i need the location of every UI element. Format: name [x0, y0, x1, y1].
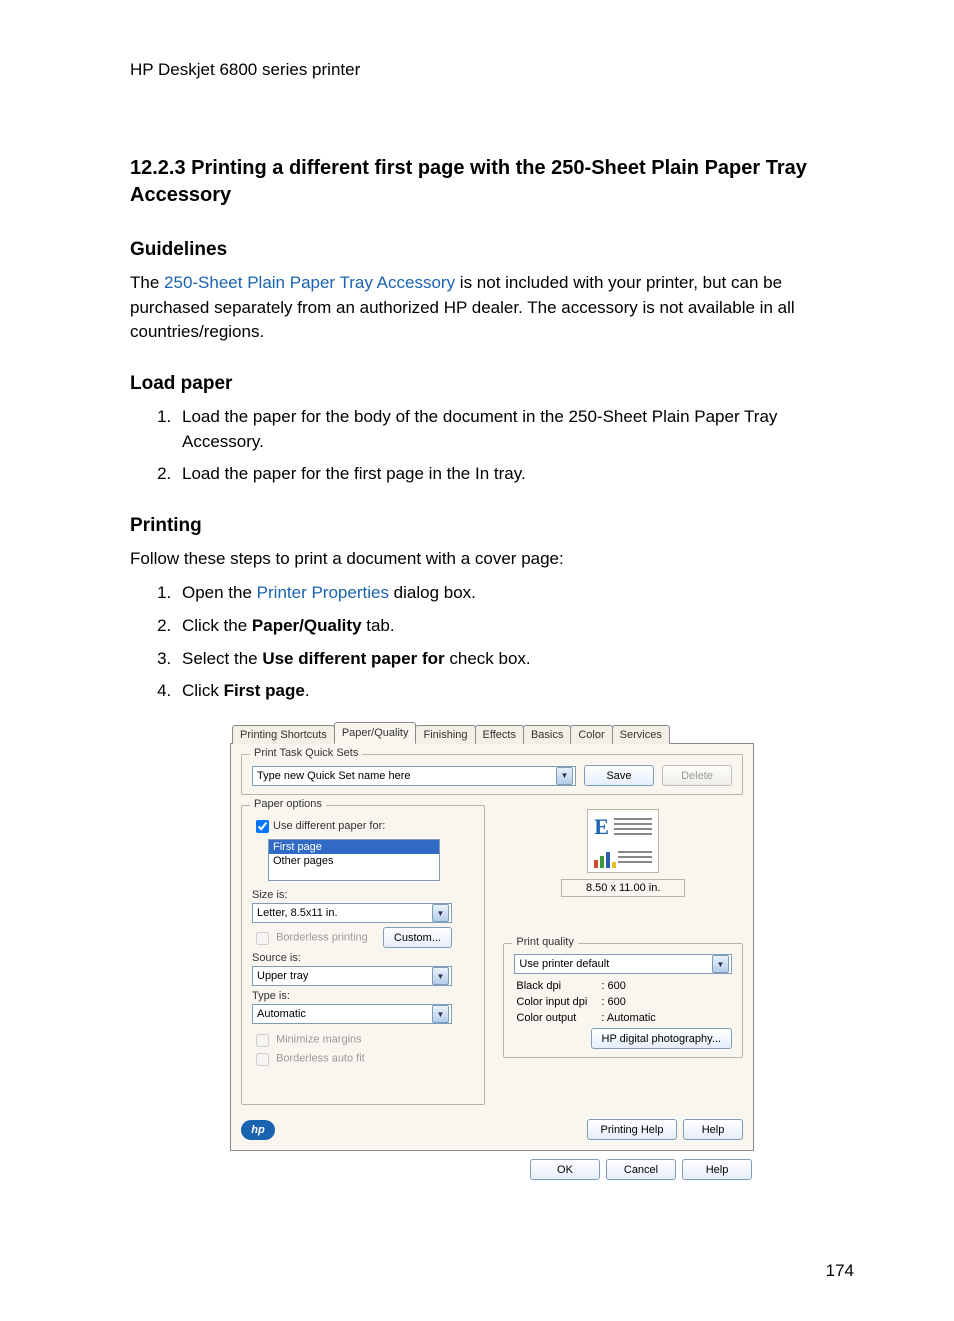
- hp-digital-photography-button[interactable]: HP digital photography...: [591, 1028, 732, 1049]
- list-option-other-pages[interactable]: Other pages: [269, 854, 439, 868]
- bold-text: Paper/Quality: [252, 616, 362, 635]
- bold-text: First page: [224, 681, 305, 700]
- tab-basics[interactable]: Basics: [523, 725, 571, 744]
- print-quality-group: Print quality Use printer default ▼ Blac…: [503, 943, 743, 1058]
- source-combo[interactable]: Upper tray ▼: [252, 966, 452, 986]
- source-label: Source is:: [252, 952, 474, 964]
- black-dpi-value: : 600: [601, 980, 625, 992]
- list-item: Click First page.: [176, 679, 854, 704]
- quickset-name-value: Type new Quick Set name here: [257, 770, 410, 782]
- tab-color[interactable]: Color: [570, 725, 612, 744]
- borderless-checkbox: [256, 932, 269, 945]
- chevron-down-icon: ▼: [556, 767, 573, 785]
- text: The: [130, 273, 164, 292]
- text: Select the: [182, 649, 262, 668]
- help-button[interactable]: Help: [683, 1119, 743, 1140]
- text: Click the: [182, 616, 252, 635]
- chevron-down-icon: ▼: [712, 955, 729, 973]
- list-item: Open the Printer Properties dialog box.: [176, 581, 854, 606]
- printer-properties-dialog: Printing Shortcuts Paper/Quality Finishi…: [230, 722, 754, 1180]
- text: check box.: [445, 649, 531, 668]
- preview-size-caption: 8.50 x 11.00 in.: [561, 879, 685, 897]
- size-combo[interactable]: Letter, 8.5x11 in. ▼: [252, 903, 452, 923]
- list-item: Click the Paper/Quality tab.: [176, 614, 854, 639]
- guidelines-paragraph: The 250-Sheet Plain Paper Tray Accessory…: [130, 271, 854, 345]
- text: .: [305, 681, 310, 700]
- color-output-value: : Automatic: [601, 1012, 655, 1024]
- ok-button[interactable]: OK: [530, 1159, 600, 1180]
- print-quality-value: Use printer default: [519, 958, 609, 970]
- type-value: Automatic: [257, 1008, 306, 1020]
- tab-finishing[interactable]: Finishing: [415, 725, 475, 744]
- borderless-auto-label: Borderless auto fit: [276, 1052, 365, 1064]
- save-button[interactable]: Save: [584, 765, 654, 786]
- chevron-down-icon: ▼: [432, 967, 449, 985]
- use-different-paper-label: Use different paper for:: [273, 820, 385, 832]
- source-value: Upper tray: [257, 970, 308, 982]
- text: tab.: [362, 616, 395, 635]
- tab-strip: Printing Shortcuts Paper/Quality Finishi…: [230, 722, 754, 744]
- color-input-dpi-label: Color input dpi: [516, 996, 601, 1008]
- printing-steps: Open the Printer Properties dialog box. …: [130, 581, 854, 704]
- printing-heading: Printing: [130, 515, 854, 537]
- page-preview-icon: E: [587, 809, 659, 873]
- dialog-button-row: OK Cancel Help: [230, 1159, 754, 1180]
- page-header: HP Deskjet 6800 series printer: [130, 60, 854, 80]
- size-label: Size is:: [252, 889, 474, 901]
- type-combo[interactable]: Automatic ▼: [252, 1004, 452, 1024]
- chevron-down-icon: ▼: [432, 904, 449, 922]
- paper-options-group: Paper options Use different paper for: F…: [241, 805, 485, 1105]
- print-quality-legend: Print quality: [512, 936, 577, 948]
- printing-help-button[interactable]: Printing Help: [587, 1119, 677, 1140]
- paper-options-legend: Paper options: [250, 798, 326, 810]
- tab-paper-quality[interactable]: Paper/Quality: [334, 722, 417, 744]
- accessory-link[interactable]: 250-Sheet Plain Paper Tray Accessory: [164, 273, 455, 292]
- black-dpi-label: Black dpi: [516, 980, 601, 992]
- page-number: 174: [826, 1261, 854, 1281]
- section-title: 12.2.3 Printing a different first page w…: [130, 155, 854, 209]
- quicksets-group: Print Task Quick Sets Type new Quick Set…: [241, 754, 743, 795]
- page-selection-listbox[interactable]: First page Other pages: [268, 839, 440, 881]
- load-paper-steps: Load the paper for the body of the docum…: [130, 405, 854, 487]
- printing-intro: Follow these steps to print a document w…: [130, 547, 854, 572]
- borderless-auto-checkbox: [256, 1053, 269, 1066]
- use-different-paper-row: Use different paper for:: [252, 816, 474, 835]
- list-item: Load the paper for the body of the docum…: [176, 405, 854, 454]
- text: dialog box.: [389, 583, 476, 602]
- document-page: HP Deskjet 6800 series printer 12.2.3 Pr…: [0, 0, 954, 1321]
- text: Open the: [182, 583, 257, 602]
- minimize-margins-label: Minimize margins: [276, 1033, 362, 1045]
- hp-logo-icon: hp: [241, 1120, 275, 1140]
- color-input-dpi-value: : 600: [601, 996, 625, 1008]
- quicksets-legend: Print Task Quick Sets: [250, 747, 362, 759]
- list-option-first-page[interactable]: First page: [269, 840, 439, 854]
- quickset-name-combo[interactable]: Type new Quick Set name here ▼: [252, 766, 576, 786]
- delete-button: Delete: [662, 765, 732, 786]
- printer-properties-link[interactable]: Printer Properties: [257, 583, 389, 602]
- borderless-label: Borderless printing: [276, 931, 368, 943]
- list-item: Select the Use different paper for check…: [176, 647, 854, 672]
- size-value: Letter, 8.5x11 in.: [257, 907, 338, 919]
- list-item: Load the paper for the first page in the…: [176, 462, 854, 487]
- guidelines-heading: Guidelines: [130, 239, 854, 261]
- custom-button[interactable]: Custom...: [383, 927, 452, 948]
- load-paper-heading: Load paper: [130, 373, 854, 395]
- cancel-button[interactable]: Cancel: [606, 1159, 676, 1180]
- tab-services[interactable]: Services: [612, 725, 670, 744]
- paper-quality-panel: Print Task Quick Sets Type new Quick Set…: [230, 743, 754, 1151]
- tab-effects[interactable]: Effects: [475, 725, 524, 744]
- type-label: Type is:: [252, 990, 474, 1002]
- minimize-margins-checkbox: [256, 1034, 269, 1047]
- chevron-down-icon: ▼: [432, 1005, 449, 1023]
- print-quality-combo[interactable]: Use printer default ▼: [514, 954, 732, 974]
- outer-help-button[interactable]: Help: [682, 1159, 752, 1180]
- use-different-paper-checkbox[interactable]: [256, 820, 269, 833]
- bold-text: Use different paper for: [262, 649, 444, 668]
- color-output-label: Color output: [516, 1012, 601, 1024]
- text: Click: [182, 681, 224, 700]
- tab-printing-shortcuts[interactable]: Printing Shortcuts: [232, 725, 335, 744]
